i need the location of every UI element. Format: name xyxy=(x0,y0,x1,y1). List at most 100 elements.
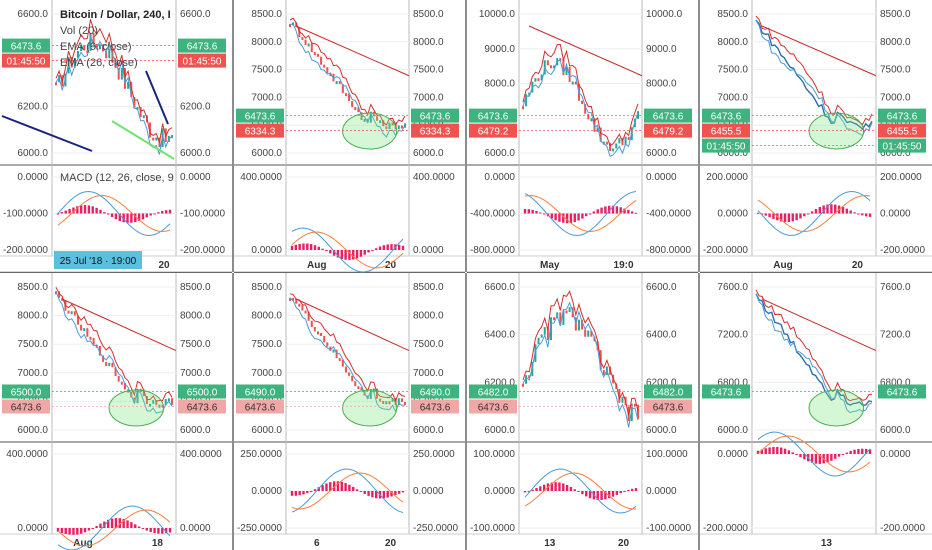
price-bar xyxy=(627,136,630,141)
macd-histogram-bar xyxy=(68,208,71,214)
legend-entry: EMA (26, close) xyxy=(60,57,138,69)
price-bar xyxy=(360,387,363,391)
macd-histogram-bar xyxy=(153,528,156,533)
macd-line xyxy=(757,431,871,477)
price-tag-left-bg xyxy=(236,123,284,138)
macd-histogram-bar xyxy=(363,250,366,255)
indicator-tick-left: -200.0000 xyxy=(3,245,48,256)
ema-slow-line xyxy=(289,17,406,126)
legend-entry: Vol (20) xyxy=(60,25,98,37)
price-bar xyxy=(379,398,382,402)
macd-line xyxy=(524,191,637,236)
price-bar xyxy=(307,311,310,321)
macd-histogram-bar xyxy=(558,213,561,222)
price-tag-left-bg xyxy=(469,123,517,138)
price-tick-right: 8000.0 xyxy=(880,37,911,48)
price-bar xyxy=(382,400,385,404)
price-tag-right: 6500.0 xyxy=(187,387,218,398)
indicator-tick-left: -250.0000 xyxy=(237,523,282,534)
price-bar xyxy=(577,319,580,331)
price-bar xyxy=(86,50,89,54)
price-tag-left-bg xyxy=(702,384,750,399)
macd-histogram-bar xyxy=(325,250,328,251)
macd-histogram-bar xyxy=(756,450,760,454)
price-bar xyxy=(167,398,170,402)
price-bar xyxy=(111,362,114,368)
chart-panel-p4: 8500.0 8500.0 8000.0 8000.0 7500.0 7500.0 7000… xyxy=(700,0,932,274)
macd-histogram-bar xyxy=(145,213,149,218)
price-bar xyxy=(637,404,639,419)
price-tag-left-bg xyxy=(2,399,50,414)
macd-histogram-bar xyxy=(95,207,98,214)
price-bar xyxy=(568,67,571,82)
signal-line xyxy=(57,509,171,547)
price-bar xyxy=(70,311,73,315)
price-bar xyxy=(338,358,341,362)
macd-histogram-bar xyxy=(604,491,607,500)
price-tag-right: 6473.6 xyxy=(187,42,218,53)
price-tag-left-bg xyxy=(236,384,284,399)
macd-histogram-bar xyxy=(336,481,340,491)
price-bar xyxy=(329,346,332,351)
ema-fast-line xyxy=(755,293,873,414)
price-tick-left: 6800.0 xyxy=(717,377,748,388)
price-bar xyxy=(571,81,574,85)
price-tick-right: 6000.0 xyxy=(646,148,677,159)
crosshair-date: 25 Jul '18 · 19:00 xyxy=(60,256,137,267)
ema-fast-line xyxy=(522,59,639,157)
price-bar xyxy=(301,304,304,311)
macd-histogram-bar xyxy=(161,528,164,534)
price-bar xyxy=(618,138,621,144)
macd-histogram-bar xyxy=(569,213,573,223)
price-tag-right-bg xyxy=(878,108,926,123)
price-bar xyxy=(304,39,307,45)
macd-histogram-bar xyxy=(344,483,347,491)
macd-histogram-bar xyxy=(799,213,802,219)
macd-histogram-bar xyxy=(367,491,370,496)
price-bar xyxy=(372,111,375,117)
macd-histogram-bar xyxy=(157,528,160,534)
price-bar xyxy=(335,81,338,85)
macd-histogram-bar xyxy=(382,245,386,250)
time-tick-label: 20 xyxy=(618,538,630,549)
price-tag-left: 6473.6 xyxy=(245,402,276,413)
indicator-tick-right: 0.0000 xyxy=(646,172,677,183)
macd-histogram-bar xyxy=(768,447,771,454)
price-tick-left: 8000.0 xyxy=(484,79,515,90)
price-tag-right: 6473.6 xyxy=(887,112,918,123)
price-bar xyxy=(326,67,329,74)
price-bar xyxy=(83,44,86,51)
price-bar xyxy=(323,64,326,68)
macd-histogram-bar xyxy=(359,491,363,492)
macd-histogram-bar xyxy=(64,528,67,534)
macd-histogram-bar xyxy=(581,491,584,495)
macd-histogram-bar xyxy=(332,250,336,256)
macd-histogram-bar xyxy=(72,528,75,535)
macd-histogram-bar xyxy=(861,213,864,216)
macd-histogram-bar xyxy=(290,491,294,496)
price-bar xyxy=(391,122,394,126)
macd-histogram-bar xyxy=(348,250,351,260)
price-bar xyxy=(67,310,70,314)
ema-slow-line xyxy=(55,287,173,402)
macd-histogram-bar xyxy=(306,491,309,493)
macd-histogram-bar xyxy=(807,213,810,215)
indicator-tick-right: -200.0000 xyxy=(880,523,925,534)
price-tag-left-bg xyxy=(469,108,517,123)
price-tag-left-bg xyxy=(2,38,50,53)
macd-histogram-bar xyxy=(371,491,374,498)
macd-histogram-bar xyxy=(523,491,527,493)
macd-histogram-bar xyxy=(581,213,584,219)
price-tick-right: 6400.0 xyxy=(646,330,677,341)
macd-histogram-bar xyxy=(764,448,767,454)
crosshair-date-bg xyxy=(54,251,142,269)
price-bar xyxy=(369,111,372,123)
macd-histogram-bar xyxy=(114,213,118,220)
indicator-tick-left: -200.0000 xyxy=(703,523,748,534)
indicator-tick-right: 0.0000 xyxy=(880,449,911,460)
macd-histogram-bar xyxy=(756,212,760,214)
macd-histogram-bar xyxy=(554,482,557,491)
price-tick-left: 6600.0 xyxy=(17,9,48,20)
price-tag-right: 6473.6 xyxy=(887,387,918,398)
price-bar xyxy=(366,395,369,399)
